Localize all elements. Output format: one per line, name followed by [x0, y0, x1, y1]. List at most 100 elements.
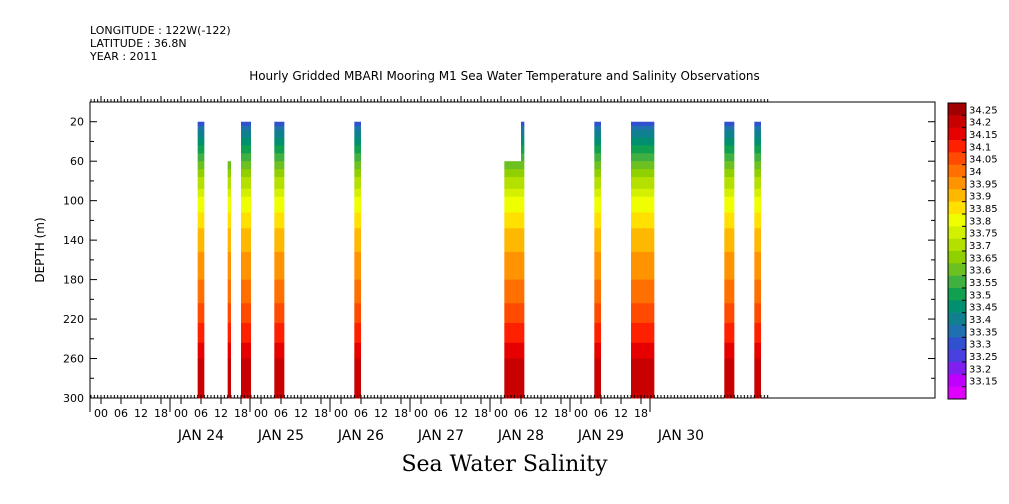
data-cell	[354, 326, 361, 332]
data-cell	[274, 342, 285, 348]
data-cell	[274, 169, 285, 174]
data-cell	[724, 137, 735, 142]
data-cell	[521, 165, 525, 170]
data-cell	[754, 370, 761, 375]
data-cell	[241, 323, 251, 328]
data-cell	[227, 232, 231, 237]
data-cell	[241, 169, 251, 174]
data-cell	[227, 188, 231, 194]
data-cell	[227, 330, 231, 336]
data-cell	[521, 169, 525, 174]
data-cell	[631, 149, 655, 154]
data-cell	[197, 299, 205, 304]
data-cell	[594, 149, 601, 154]
colorbar-label: 34	[969, 167, 982, 178]
colorbar-swatch	[948, 189, 966, 202]
data-cell	[274, 228, 285, 233]
data-cell	[354, 382, 361, 387]
data-cell	[754, 382, 761, 387]
data-cell	[724, 350, 735, 356]
data-cell	[754, 303, 761, 308]
colorbar-swatch	[948, 238, 966, 252]
data-cell	[754, 165, 761, 170]
data-cell	[724, 283, 735, 288]
data-cell	[504, 362, 521, 367]
data-cell	[241, 149, 251, 154]
data-cell	[354, 224, 361, 229]
data-cell	[227, 299, 231, 304]
data-cell	[594, 180, 601, 186]
data-cell	[594, 161, 601, 166]
data-cell	[354, 228, 361, 233]
data-cell	[631, 208, 655, 214]
data-cell	[227, 338, 231, 344]
data-cell	[631, 330, 655, 336]
data-cell	[504, 192, 521, 198]
data-cell	[594, 311, 601, 316]
data-cell	[274, 303, 285, 308]
data-cell	[274, 212, 285, 217]
data-cell	[197, 323, 205, 328]
longitude-label: LONGITUDE : 122W(-122)	[90, 24, 231, 37]
data-cell	[754, 125, 761, 131]
data-cell	[754, 279, 761, 285]
data-cell	[521, 173, 525, 178]
data-cell	[724, 386, 735, 391]
data-cell	[754, 200, 761, 206]
data-cell	[227, 184, 231, 190]
data-cell	[241, 212, 251, 217]
data-cell	[197, 275, 205, 281]
data-cell	[594, 236, 601, 241]
data-cell	[354, 220, 361, 225]
data-cell	[197, 338, 205, 344]
x-day-label: JAN 25	[257, 428, 304, 444]
data-cell	[354, 330, 361, 336]
data-cell	[594, 220, 601, 225]
data-cell	[521, 188, 525, 194]
data-cell	[724, 121, 735, 127]
data-cell	[594, 259, 601, 265]
data-cell	[724, 299, 735, 304]
data-cell	[521, 358, 525, 363]
data-cell	[594, 204, 601, 210]
data-cell	[724, 370, 735, 375]
data-cell	[504, 342, 521, 348]
data-cell	[274, 382, 285, 387]
data-cell	[274, 137, 285, 142]
data-cell	[631, 295, 655, 300]
data-cell	[274, 176, 285, 182]
data-cell	[754, 362, 761, 367]
data-cell	[354, 350, 361, 356]
data-cell	[241, 240, 251, 245]
x-tick-label: 12	[294, 407, 308, 420]
data-cell	[631, 374, 655, 379]
data-cell	[197, 362, 205, 367]
data-cell	[754, 176, 761, 182]
x-tick-label: 18	[234, 407, 248, 420]
data-cell	[724, 287, 735, 292]
data-cell	[631, 342, 655, 348]
data-cell	[594, 184, 601, 190]
data-cell	[227, 390, 231, 395]
data-cell	[241, 354, 251, 360]
data-cell	[274, 157, 285, 162]
data-cell	[724, 295, 735, 300]
data-cell	[754, 192, 761, 198]
data-cell	[504, 200, 521, 206]
data-cell	[754, 137, 761, 142]
data-cell	[724, 271, 735, 277]
data-cell	[274, 386, 285, 391]
data-cell	[754, 350, 761, 356]
data-cell	[754, 323, 761, 328]
data-cell	[197, 169, 205, 174]
data-cell	[504, 275, 521, 281]
data-cell	[354, 232, 361, 237]
data-cell	[354, 386, 361, 391]
data-cell	[197, 157, 205, 162]
data-cell	[274, 378, 285, 383]
data-cell	[227, 208, 231, 214]
data-cell	[724, 303, 735, 308]
data-cell	[354, 334, 361, 340]
data-cell	[504, 255, 521, 261]
data-cell	[504, 319, 521, 324]
